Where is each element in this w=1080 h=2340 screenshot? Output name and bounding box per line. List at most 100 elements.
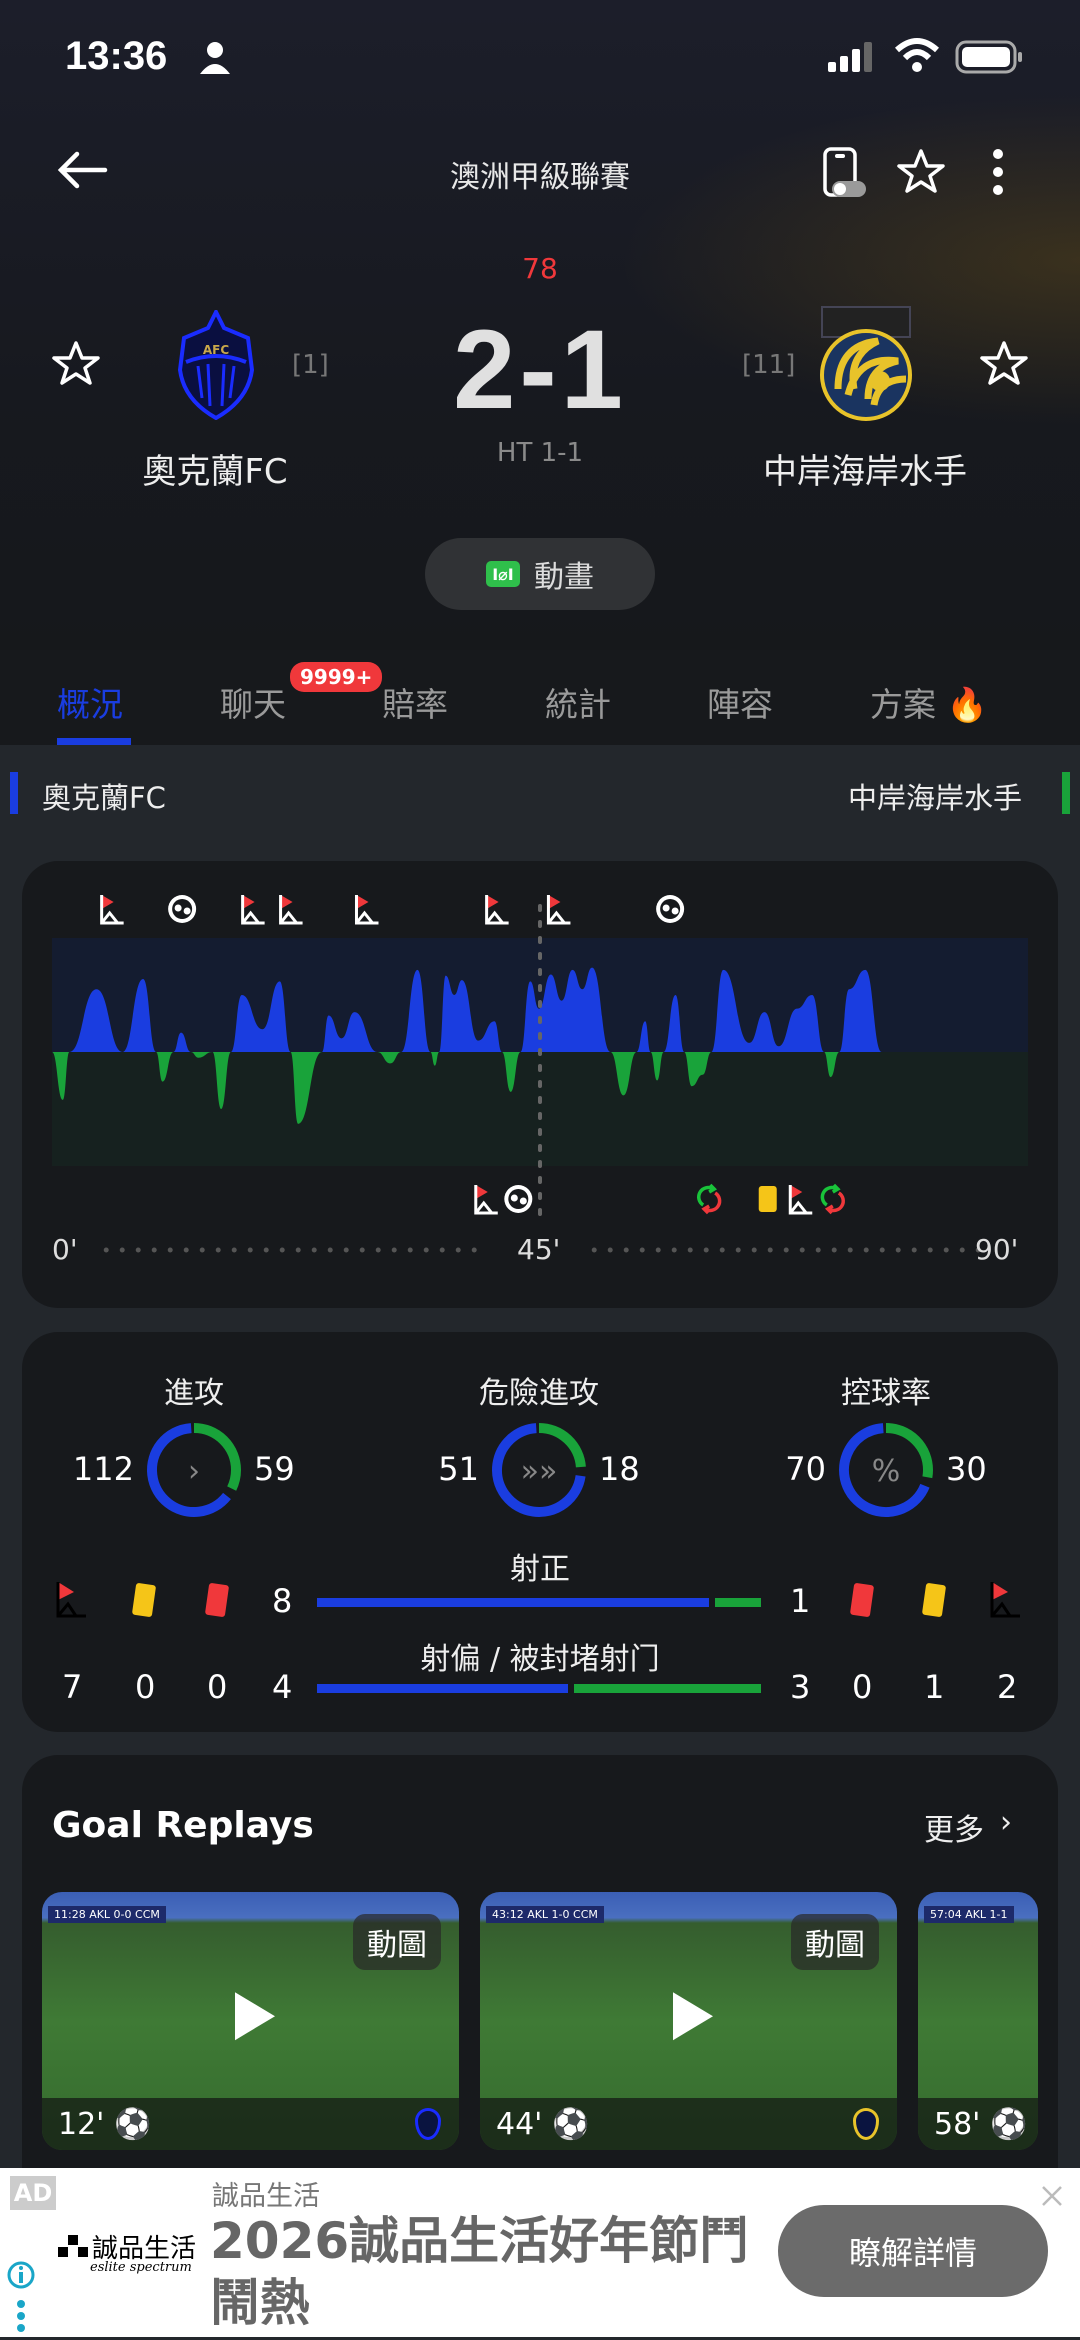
ad-cta-button[interactable]: 瞭解詳情 — [778, 2205, 1048, 2297]
brand-logo-text: 誠品生活 — [92, 2234, 197, 2264]
home-arc — [839, 1423, 933, 1517]
axis-dot — [295, 1247, 301, 1253]
svg-text:AFC: AFC — [203, 343, 229, 357]
axis-dot — [751, 1247, 757, 1253]
close-icon[interactable] — [1040, 2184, 1064, 2208]
replay-info-bar — [918, 2098, 1038, 2150]
play-icon[interactable] — [234, 1992, 275, 2041]
axis-dot — [687, 1247, 693, 1253]
tab-chat[interactable]: 聊天 — [220, 685, 286, 724]
home-shots-on: 8 — [272, 1582, 293, 1620]
away-red: 0 — [852, 1668, 873, 1706]
axis-dot — [671, 1247, 677, 1253]
home-team-logo: AFC — [177, 310, 255, 420]
axis-label-0: 0' — [52, 1233, 78, 1266]
ad-banner[interactable]: AD 誠品生活 eslite spectrum 誠品生活 2026誠品生活好年節… — [0, 2168, 1080, 2337]
axis-dot — [959, 1247, 965, 1253]
corner-icon — [474, 1185, 498, 1215]
axis-dot — [943, 1247, 949, 1253]
arrow-left-icon[interactable] — [55, 150, 111, 190]
tab-bar: 概況 聊天 9999+ 賠率 統計 陣容 方案 🔥 — [0, 650, 1080, 745]
corner-flag-icon — [990, 1582, 1020, 1618]
home-team-name[interactable]: 奧克蘭FC — [142, 452, 288, 492]
scoreboard-overlay: 43:12 AKL 1-0 CCM — [486, 1906, 604, 1923]
away-team-logo — [853, 2108, 879, 2140]
replay-info-bar — [480, 2098, 897, 2150]
axis-dot — [639, 1247, 645, 1253]
axis-dot — [783, 1247, 789, 1253]
tab-plans[interactable]: 方案 🔥 — [870, 678, 988, 726]
away-value: 30 — [946, 1450, 987, 1488]
home-star-icon[interactable] — [52, 340, 100, 386]
away-team-logo — [820, 306, 912, 421]
axis-dot — [231, 1247, 237, 1253]
goal-replay-thumbnail[interactable]: 11:28 AKL 0-0 CCM 動圖 12' ⚽ — [42, 1892, 459, 2150]
score: 2-1 — [453, 307, 627, 432]
info-icon[interactable] — [6, 2260, 36, 2340]
away-team-name[interactable]: 中岸海岸水手 — [763, 452, 967, 492]
axis-dot — [719, 1247, 725, 1253]
home-red: 0 — [207, 1668, 228, 1706]
corner-icon — [241, 895, 265, 925]
axis-dot — [247, 1247, 253, 1253]
ad-advertiser: 誠品生活 — [212, 2181, 320, 2212]
match-header: 13:36 澳洲甲級聯賽 78 AFC [1] 2-1 HT 1-1 [11] … — [0, 0, 1080, 650]
home-yellow: 0 — [135, 1668, 156, 1706]
home-value: 70 — [785, 1450, 826, 1488]
tab-overview[interactable]: 概況 — [57, 685, 123, 724]
axis-dot — [103, 1247, 109, 1253]
status-time: 13:36 — [65, 34, 168, 78]
pitch-icon: I⌀I — [486, 561, 520, 587]
match-minute: 78 — [522, 252, 558, 285]
more-link[interactable]: 更多 › — [924, 1805, 1012, 1849]
more-vertical-icon[interactable] — [988, 148, 1008, 198]
team-legend-row: 奧克蘭FC 中岸海岸水手 — [0, 745, 1080, 845]
brand-logo-en: eslite spectrum — [90, 2260, 192, 2275]
axis-dot — [591, 1247, 597, 1253]
ring-chart: % — [839, 1423, 933, 1517]
shots-on-label: 射正 — [510, 1552, 570, 1587]
shots-off-bar — [317, 1684, 761, 1693]
goal-minute: 44' ⚽ — [496, 2107, 590, 2142]
away-arc — [492, 1423, 586, 1517]
ad-tag: AD — [10, 2176, 56, 2210]
active-tab-indicator — [57, 738, 131, 745]
ad-headline: 2026誠品生活好年節鬥鬧熱 — [210, 2212, 750, 2332]
goal-replay-thumbnail[interactable]: 43:12 AKL 1-0 CCM 動圖 44' ⚽ — [480, 1892, 897, 2150]
phone-toggle-icon[interactable] — [822, 147, 868, 199]
axis-dot — [151, 1247, 157, 1253]
goal-replay-thumbnail[interactable]: 57:04 AKL 1-1 58' ⚽ — [918, 1892, 1038, 2150]
axis-dot — [199, 1247, 205, 1253]
play-icon[interactable] — [672, 1992, 713, 2041]
away-momentum-area — [52, 1052, 882, 1124]
home-legend-name: 奧克蘭FC — [42, 781, 166, 815]
away-bar — [573, 1684, 761, 1693]
away-star-icon[interactable] — [980, 340, 1028, 386]
axis-dot — [895, 1247, 901, 1253]
away-value: 18 — [599, 1450, 640, 1488]
axis-dot — [423, 1247, 429, 1253]
wifi-icon — [895, 38, 939, 72]
animation-button[interactable]: I⌀I 動畫 — [425, 538, 655, 610]
tab-lineup[interactable]: 陣容 — [707, 685, 773, 724]
shots-off-label: 射偏 / 被封堵射门 — [420, 1642, 660, 1677]
corner-icon — [546, 895, 571, 925]
tab-stats[interactable]: 統計 — [545, 685, 611, 724]
chevron-right-icon: › — [1000, 1805, 1012, 1840]
home-arc — [147, 1423, 241, 1517]
favorite-star-icon[interactable] — [897, 148, 945, 194]
ball-icon: ⚽ — [551, 2107, 590, 2142]
axis-dot — [407, 1247, 413, 1253]
home-bar — [317, 1598, 709, 1607]
corner-icon — [354, 895, 379, 925]
goal-icon — [656, 895, 685, 923]
axis-dot — [119, 1247, 125, 1253]
home-color-marker — [10, 772, 18, 814]
momentum-timeline-card: 0' 45' 90' — [22, 861, 1058, 1308]
away-corners: 2 — [997, 1668, 1018, 1706]
axis-dot — [975, 1247, 981, 1253]
tab-odds[interactable]: 賠率 — [382, 685, 448, 724]
axis-dot — [263, 1247, 269, 1253]
gif-badge: 動圖 — [791, 1914, 879, 1970]
axis-dot — [831, 1247, 837, 1253]
